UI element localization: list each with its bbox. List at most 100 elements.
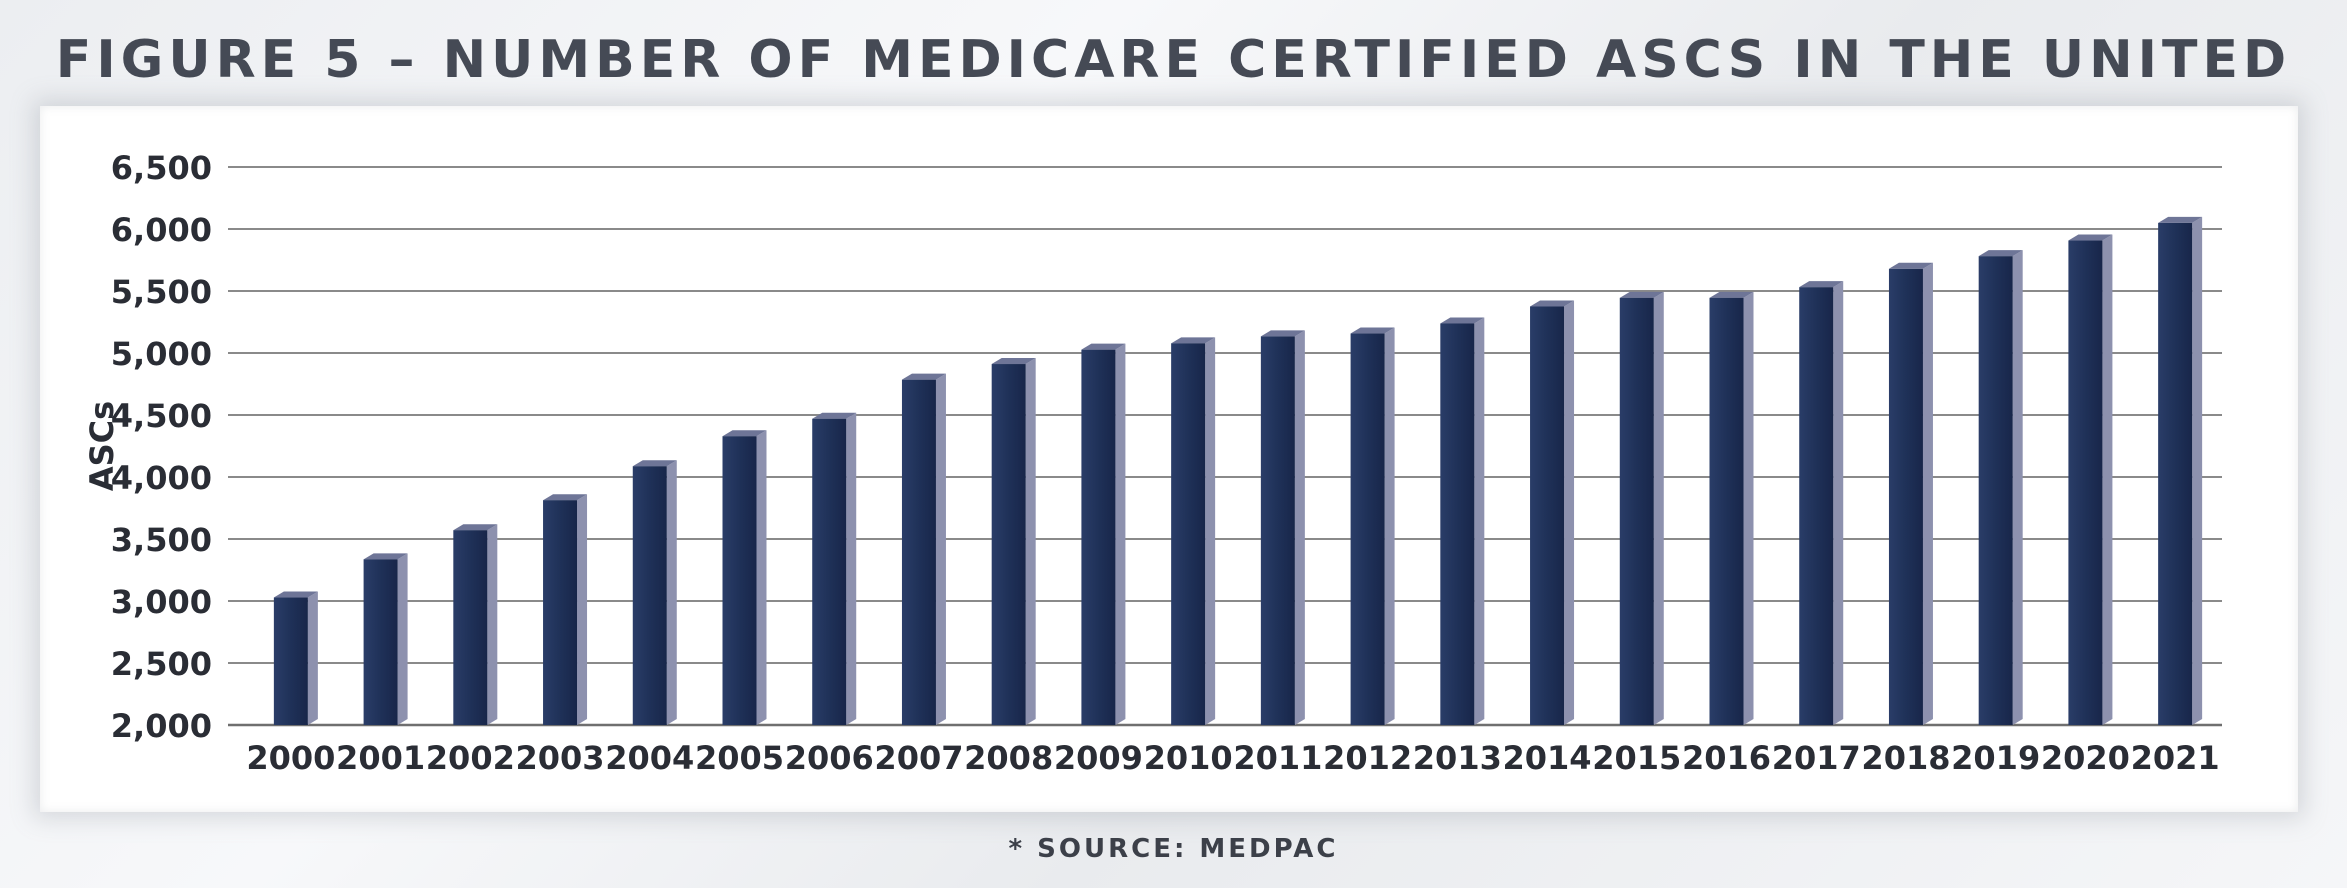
- y-tick-label: 2,000: [111, 707, 212, 745]
- y-tick-label: 4,000: [111, 459, 212, 497]
- x-tick-label: 2006: [785, 739, 874, 777]
- bar-top: [901, 373, 946, 380]
- bar-top: [991, 358, 1036, 365]
- bar-top: [1171, 337, 1216, 344]
- x-tick-label: 2018: [1861, 739, 1950, 777]
- y-tick-label: 4,500: [111, 397, 212, 435]
- bar-top: [363, 553, 408, 560]
- bar: [1350, 333, 1385, 725]
- bar-side: [935, 373, 946, 725]
- bar: [453, 530, 488, 725]
- bar-top: [1350, 327, 1395, 334]
- bar-side: [2102, 234, 2113, 726]
- bar: [901, 379, 936, 725]
- bar-side: [397, 553, 408, 725]
- bar-top: [1260, 330, 1305, 337]
- x-tick-label: 2008: [964, 739, 1053, 777]
- bar-top: [1799, 281, 1844, 288]
- bar: [1440, 323, 1475, 725]
- y-tick-label: 2,500: [111, 645, 212, 683]
- bar-top: [812, 412, 857, 419]
- x-tick-label: 2021: [2131, 739, 2220, 777]
- bar: [363, 559, 398, 725]
- bar: [1799, 287, 1834, 725]
- bar: [1709, 297, 1744, 725]
- bar: [273, 597, 308, 725]
- x-tick-label: 2019: [1951, 739, 2040, 777]
- bar-chart: 2,000 2,500 3,000 3,500 4,000 4,500 5,000 5,500…: [83, 149, 2222, 777]
- bar-top: [273, 591, 318, 598]
- bar: [632, 466, 667, 725]
- bar-side: [1025, 358, 1036, 725]
- bar: [2068, 240, 2103, 726]
- bar-side: [487, 524, 498, 725]
- bar-top: [632, 460, 677, 467]
- bar-side: [1384, 327, 1395, 725]
- bar-top: [722, 430, 767, 437]
- y-tick-label: 5,500: [111, 273, 212, 311]
- x-tick-label: 2004: [605, 739, 694, 777]
- bar: [1171, 343, 1206, 725]
- bar: [1260, 336, 1295, 725]
- y-tick-label: 3,000: [111, 583, 212, 621]
- bar-top: [1978, 250, 2023, 257]
- source-note: * SOURCE: MEDPAC: [1008, 834, 1339, 864]
- x-tick-label: 2012: [1323, 739, 1412, 777]
- y-axis-label: ASCs: [83, 401, 121, 491]
- bar-top: [1709, 291, 1754, 298]
- bar-top: [543, 494, 588, 501]
- x-tick-label: 2010: [1144, 739, 1233, 777]
- y-tick-label: 5,000: [111, 335, 212, 373]
- chart-panel: 2,000 2,500 3,000 3,500 4,000 4,500 5,000 5,500…: [40, 106, 2298, 812]
- y-tick-label: 6,500: [111, 149, 212, 187]
- bar-top: [1888, 262, 1933, 269]
- y-tick-label: 6,000: [111, 211, 212, 249]
- x-tick-label: 2005: [695, 739, 784, 777]
- bar: [1081, 349, 1116, 725]
- bar-side: [666, 460, 677, 725]
- bar: [991, 364, 1026, 725]
- x-tick-label: 2002: [426, 739, 515, 777]
- bar-side: [2192, 216, 2203, 725]
- bar: [1619, 297, 1654, 725]
- x-tick-label: 2011: [1233, 739, 1322, 777]
- bar: [2158, 222, 2193, 725]
- bar: [1978, 256, 2013, 725]
- x-tick-label: 2003: [516, 739, 605, 777]
- bar-side: [1743, 291, 1754, 725]
- bar: [722, 436, 757, 725]
- x-tick-label: 2015: [1592, 739, 1681, 777]
- bar-side: [1922, 262, 1933, 725]
- x-tick-label: 2016: [1682, 739, 1771, 777]
- bar-top: [1619, 291, 1664, 298]
- bar: [1530, 306, 1565, 725]
- bar: [1888, 268, 1923, 725]
- y-tick-label: 3,500: [111, 521, 212, 559]
- x-tick-label: 2009: [1054, 739, 1143, 777]
- bar-side: [756, 430, 767, 725]
- bar-top: [1081, 343, 1126, 350]
- x-tick-label: 2020: [2041, 739, 2130, 777]
- chart-title: FIGURE 5 – NUMBER OF MEDICARE CERTIFIED …: [55, 30, 2292, 166]
- x-tick-label: 2007: [874, 739, 963, 777]
- bar: [812, 418, 847, 725]
- bar-side: [1115, 343, 1126, 725]
- bar-side: [1564, 300, 1575, 725]
- bar-side: [577, 494, 588, 725]
- bar-side: [2012, 250, 2023, 725]
- x-tick-label: 2017: [1772, 739, 1861, 777]
- bar-top: [2068, 234, 2113, 241]
- bar-side: [1474, 317, 1485, 725]
- x-tick-label: 2013: [1413, 739, 1502, 777]
- bar: [543, 500, 578, 725]
- x-tick-label: 2000: [246, 739, 335, 777]
- bar-side: [846, 412, 857, 725]
- bar-side: [1205, 337, 1216, 725]
- bar-top: [1440, 317, 1485, 324]
- x-tick-label: 2001: [336, 739, 425, 777]
- bar-side: [1653, 291, 1664, 725]
- x-tick-label: 2014: [1503, 739, 1592, 777]
- bar-side: [1833, 281, 1844, 725]
- bar-side: [1294, 330, 1305, 725]
- bar-top: [1530, 300, 1575, 307]
